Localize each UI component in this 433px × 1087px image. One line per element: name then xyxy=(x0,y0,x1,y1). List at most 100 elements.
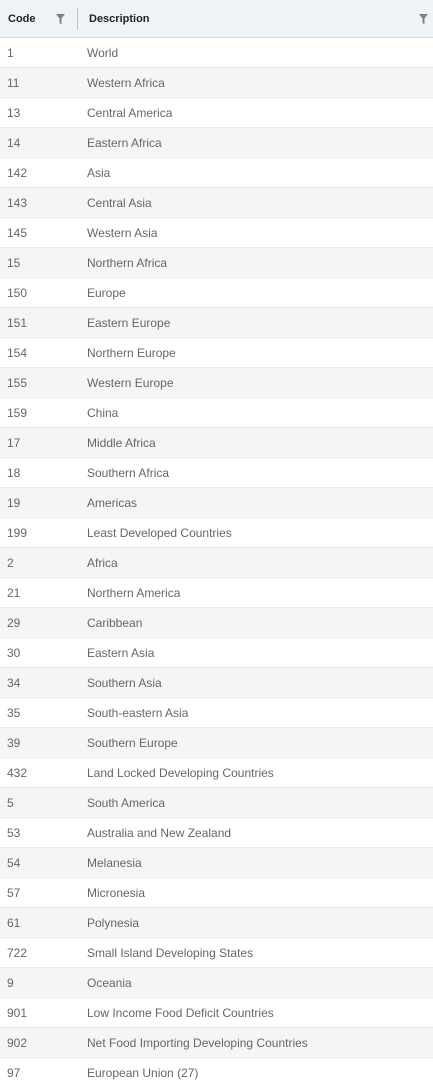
table-row[interactable]: 19 Americas xyxy=(0,488,433,518)
code-cell: 9 xyxy=(7,975,14,990)
table-row[interactable]: 2 Africa xyxy=(0,548,433,578)
filter-icon[interactable] xyxy=(56,13,65,25)
table-row[interactable]: 150 Europe xyxy=(0,278,433,308)
code-cell: 142 xyxy=(7,165,28,180)
description-cell: Eastern Asia xyxy=(87,645,155,660)
table-row[interactable]: 53 Australia and New Zealand xyxy=(0,818,433,848)
table-row[interactable]: 142 Asia xyxy=(0,158,433,188)
table-row[interactable]: 39 Southern Europe xyxy=(0,728,433,758)
description-cell: Australia and New Zealand xyxy=(87,825,232,840)
code-cell: 19 xyxy=(7,495,21,510)
table-row[interactable]: 14 Eastern Africa xyxy=(0,128,433,158)
code-cell: 97 xyxy=(7,1065,21,1080)
table-row[interactable]: 154 Northern Europe xyxy=(0,338,433,368)
code-cell: 11 xyxy=(7,75,20,90)
description-cell: Northern Africa xyxy=(87,255,168,270)
description-cell: World xyxy=(87,45,119,60)
code-cell: 15 xyxy=(7,255,21,270)
table-row[interactable]: 902 Net Food Importing Developing Countri… xyxy=(0,1028,433,1058)
table-row[interactable]: 29 Caribbean xyxy=(0,608,433,638)
code-cell: 155 xyxy=(7,375,28,390)
code-cell: 145 xyxy=(7,225,28,240)
description-cell: Eastern Europe xyxy=(87,315,171,330)
description-cell: Oceania xyxy=(87,975,132,990)
description-cell: Net Food Importing Developing Countries xyxy=(87,1035,308,1050)
table-row[interactable]: 143 Central Asia xyxy=(0,188,433,218)
code-cell: 902 xyxy=(7,1035,28,1050)
code-cell: 61 xyxy=(7,915,21,930)
table-row[interactable]: 159 China xyxy=(0,398,433,428)
table-row[interactable]: 1 World xyxy=(0,38,433,68)
description-cell: Northern America xyxy=(87,585,181,600)
table-row[interactable]: 9 Oceania xyxy=(0,968,433,998)
description-cell: South-eastern Asia xyxy=(87,705,189,720)
code-cell: 722 xyxy=(7,945,28,960)
description-cell: Europe xyxy=(87,285,126,300)
description-cell: China xyxy=(87,405,119,420)
description-cell: Small Island Developing States xyxy=(87,945,254,960)
table-row[interactable]: 61 Polynesia xyxy=(0,908,433,938)
description-cell: Americas xyxy=(87,495,138,510)
table-row[interactable]: 18 Southern Africa xyxy=(0,458,433,488)
description-cell: Middle Africa xyxy=(87,435,156,450)
code-cell: 154 xyxy=(7,345,28,360)
column-header-description[interactable]: Description xyxy=(78,0,433,38)
description-cell: Southern Asia xyxy=(87,675,162,690)
table-row[interactable]: 30 Eastern Asia xyxy=(0,638,433,668)
code-cell: 30 xyxy=(7,645,21,660)
table-row[interactable]: 901 Low Income Food Deficit Countries xyxy=(0,998,433,1028)
description-cell: Land Locked Developing Countries xyxy=(87,765,274,780)
code-cell: 18 xyxy=(7,465,21,480)
code-cell: 29 xyxy=(7,615,21,630)
code-cell: 159 xyxy=(7,405,28,420)
description-cell: Polynesia xyxy=(87,915,140,930)
code-cell: 54 xyxy=(7,855,21,870)
table-row[interactable]: 13 Central America xyxy=(0,98,433,128)
description-cell: Low Income Food Deficit Countries xyxy=(87,1005,274,1020)
code-cell: 199 xyxy=(7,525,28,540)
table-row[interactable]: 97 European Union (27) xyxy=(0,1058,433,1087)
code-cell: 432 xyxy=(7,765,28,780)
filter-icon[interactable] xyxy=(419,13,428,25)
table-row[interactable]: 151 Eastern Europe xyxy=(0,308,433,338)
description-cell: Caribbean xyxy=(87,615,143,630)
table-row[interactable]: 57 Micronesia xyxy=(0,878,433,908)
table-row[interactable]: 35 South-eastern Asia xyxy=(0,698,433,728)
description-cell: Eastern Africa xyxy=(87,135,162,150)
code-cell: 14 xyxy=(7,135,21,150)
table-row[interactable]: 199 Least Developed Countries xyxy=(0,518,433,548)
code-cell: 2 xyxy=(7,555,14,570)
code-cell: 17 xyxy=(7,435,21,450)
table-row[interactable]: 15 Northern Africa xyxy=(0,248,433,278)
table-row[interactable]: 54 Melanesia xyxy=(0,848,433,878)
table-row[interactable]: 145 Western Asia xyxy=(0,218,433,248)
description-cell: Western Asia xyxy=(87,225,158,240)
table-row[interactable]: 155 Western Europe xyxy=(0,368,433,398)
table-row[interactable]: 722 Small Island Developing States xyxy=(0,938,433,968)
description-cell: Northern Europe xyxy=(87,345,176,360)
code-cell: 151 xyxy=(7,315,28,330)
code-cell: 57 xyxy=(7,885,21,900)
code-cell: 21 xyxy=(7,585,21,600)
table-row[interactable]: 11 Western Africa xyxy=(0,68,433,98)
code-cell: 39 xyxy=(7,735,21,750)
description-cell: Southern Europe xyxy=(87,735,178,750)
description-cell: Asia xyxy=(87,165,111,180)
code-cell: 150 xyxy=(7,285,28,300)
grid-header: Code Description xyxy=(0,0,433,38)
table-row[interactable]: 34 Southern Asia xyxy=(0,668,433,698)
table-row[interactable]: 5 South America xyxy=(0,788,433,818)
column-header-code[interactable]: Code xyxy=(0,0,78,38)
description-cell: Southern Africa xyxy=(87,465,170,480)
description-cell: South America xyxy=(87,795,166,810)
table-row[interactable]: 17 Middle Africa xyxy=(0,428,433,458)
column-separator[interactable] xyxy=(77,8,78,30)
table-row[interactable]: 432 Land Locked Developing Countries xyxy=(0,758,433,788)
description-cell: Least Developed Countries xyxy=(87,525,232,540)
description-cell: Central America xyxy=(87,105,173,120)
code-cell: 901 xyxy=(7,1005,28,1020)
code-cell: 1 xyxy=(7,45,14,60)
table-row[interactable]: 21 Northern America xyxy=(0,578,433,608)
description-cell: Western Europe xyxy=(87,375,174,390)
